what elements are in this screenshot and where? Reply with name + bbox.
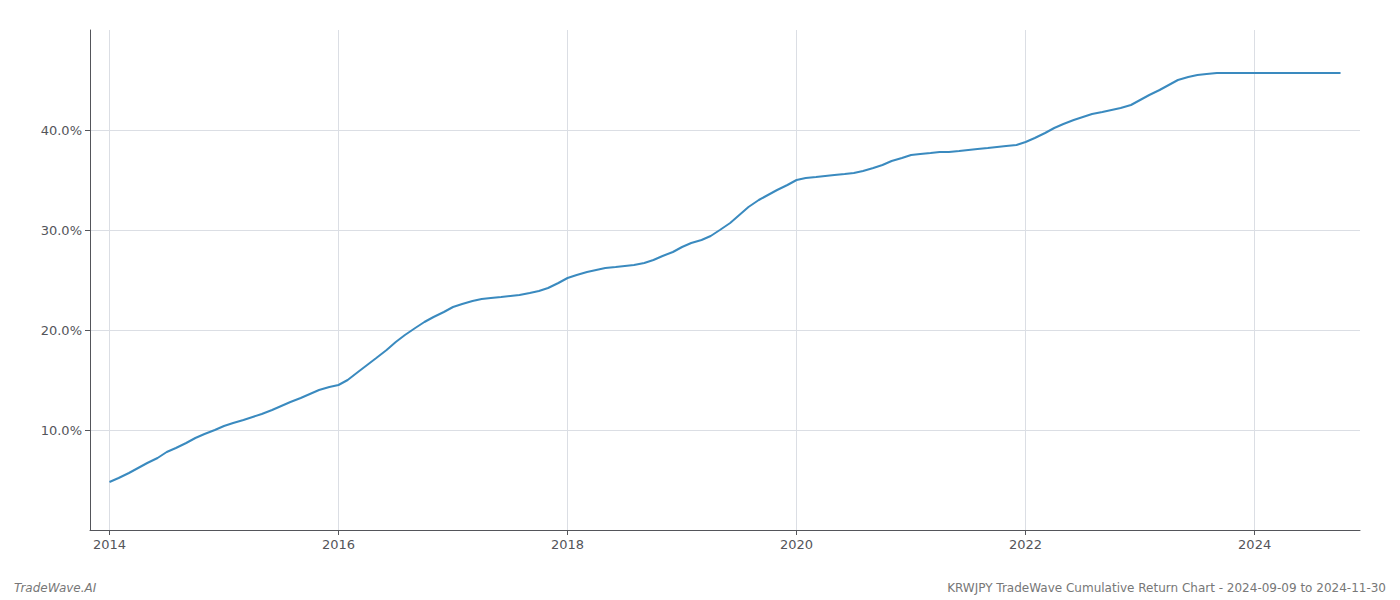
svg-text:30.0%: 30.0% — [41, 223, 82, 238]
svg-text:KRWJPY TradeWave Cumulative Re: KRWJPY TradeWave Cumulative Return Chart… — [947, 581, 1386, 595]
svg-text:10.0%: 10.0% — [41, 423, 82, 438]
svg-text:TradeWave.AI: TradeWave.AI — [14, 581, 97, 595]
svg-text:20.0%: 20.0% — [41, 323, 82, 338]
svg-text:2020: 2020 — [780, 537, 813, 552]
svg-text:2016: 2016 — [322, 537, 355, 552]
svg-text:2024: 2024 — [1238, 537, 1271, 552]
svg-text:2014: 2014 — [93, 537, 126, 552]
svg-text:2022: 2022 — [1009, 537, 1042, 552]
svg-text:40.0%: 40.0% — [41, 123, 82, 138]
svg-text:2018: 2018 — [551, 537, 584, 552]
